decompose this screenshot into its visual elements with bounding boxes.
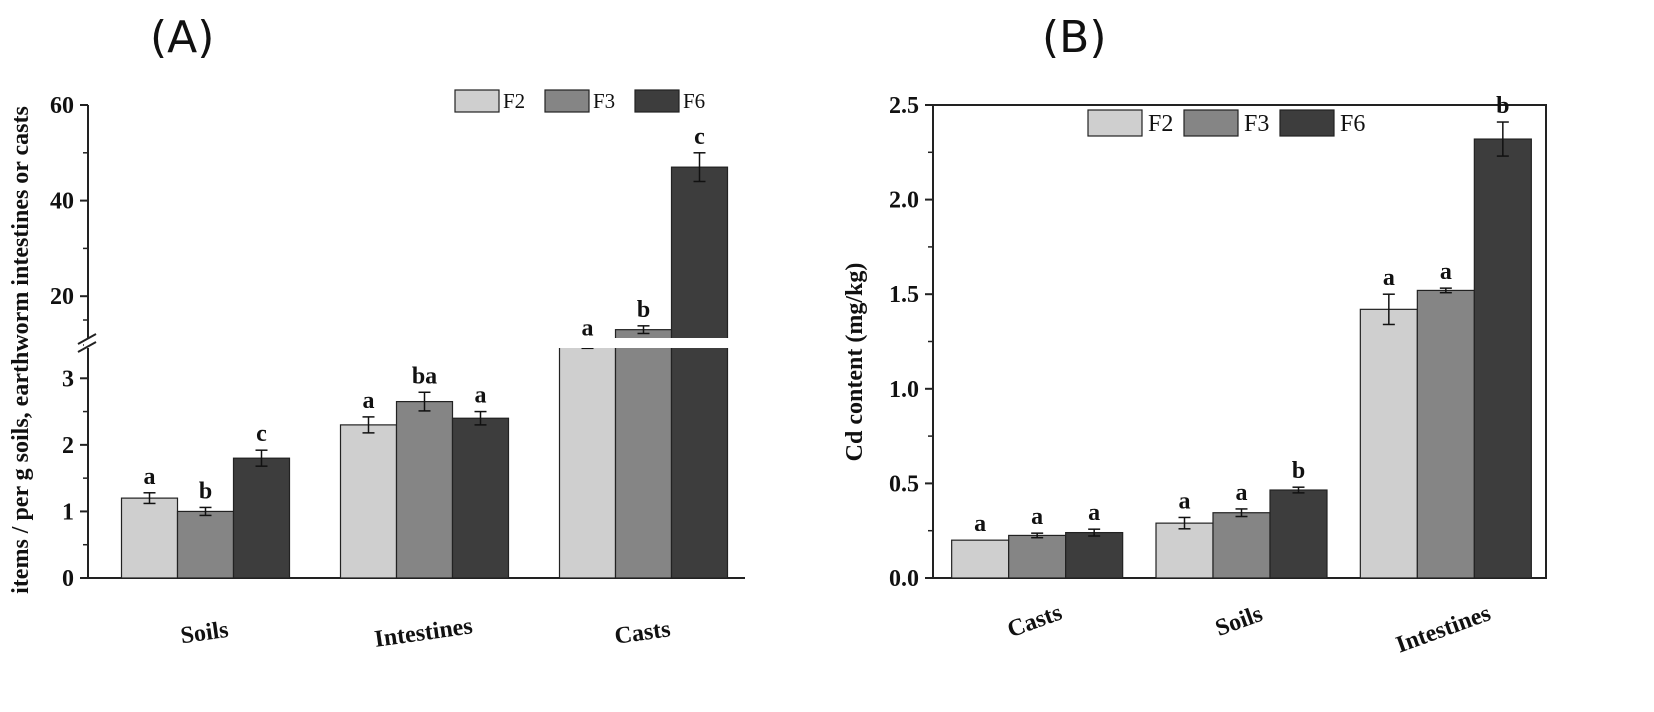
legend-swatch-b-f2 bbox=[1087, 109, 1143, 137]
category-label-b-soils: Soils bbox=[1212, 601, 1266, 642]
category-label-b-casts: Casts bbox=[1004, 600, 1066, 644]
bar-b-intestines-f2 bbox=[1359, 308, 1418, 579]
legend-swatch-b-f3 bbox=[1183, 109, 1239, 137]
legend-label-a-f3: F3 bbox=[593, 89, 615, 113]
sig-label-a-intestines-f2: a bbox=[363, 388, 375, 414]
bar-a-casts-f3 bbox=[614, 329, 673, 579]
y-tick-label-a-1: 1 bbox=[62, 499, 74, 525]
legend-swatch-a-f6 bbox=[634, 89, 680, 113]
legend-label-b-f2: F2 bbox=[1148, 111, 1173, 137]
y-tick-label-b-1-0: 1.0 bbox=[889, 377, 919, 403]
y-tick-label-a-0: 0 bbox=[62, 566, 74, 592]
y-tick-label-b-1-5: 1.5 bbox=[889, 282, 919, 308]
bar-a-casts-f6 bbox=[670, 166, 729, 579]
axis-break-gap-a bbox=[84, 338, 92, 348]
sig-label-a-casts-f2: a bbox=[582, 315, 594, 341]
bar-b-soils-f3 bbox=[1212, 512, 1271, 579]
y-tick-label-a-3: 3 bbox=[62, 366, 74, 392]
sig-label-a-casts-f3: b bbox=[637, 297, 650, 323]
category-label-b-intestines: Intestines bbox=[1393, 600, 1495, 658]
axis-break-mark-a bbox=[77, 341, 97, 353]
y-axis-label-a: items / per g soils, earthworm intestine… bbox=[8, 106, 34, 594]
bar-a-intestines-f6 bbox=[451, 417, 510, 579]
legend-swatch-b-f6 bbox=[1279, 109, 1335, 137]
bar-a-soils-f3 bbox=[176, 510, 235, 579]
bar-b-casts-f6 bbox=[1065, 531, 1124, 579]
y-tick-label-a-20: 20 bbox=[50, 284, 74, 310]
y-tick-label-a-2: 2 bbox=[62, 433, 74, 459]
bar-b-soils-f6 bbox=[1269, 489, 1328, 579]
sig-label-a-casts-f6: c bbox=[694, 124, 705, 150]
y-tick-label-a-60: 60 bbox=[50, 93, 74, 119]
legend-label-b-f3: F3 bbox=[1244, 111, 1269, 137]
legend-swatch-a-f2 bbox=[454, 89, 500, 113]
bar-a-casts-f2 bbox=[558, 345, 617, 579]
y-tick-label-a-40: 40 bbox=[50, 189, 74, 215]
chart-b: 0.0 0.5 1.0 1.5 2.0 2.5 a a a Casts a a b Soils a a b Int… bbox=[842, 93, 1547, 659]
sig-label-a-intestines-f3: ba bbox=[412, 363, 437, 389]
legend-label-a-f2: F2 bbox=[503, 89, 525, 113]
bar-b-intestines-f3 bbox=[1416, 289, 1475, 579]
bar-b-casts-f2 bbox=[951, 539, 1010, 579]
legend-swatch-a-f3 bbox=[544, 89, 590, 113]
axis-break-mark-a bbox=[77, 333, 97, 345]
bar-a-intestines-f3 bbox=[395, 400, 454, 579]
bar-a-soils-f2 bbox=[120, 497, 179, 579]
category-label-a-soils: Soils bbox=[179, 617, 230, 649]
sig-label-a-intestines-f6: a bbox=[475, 383, 487, 409]
sig-label-b-casts-f3: a bbox=[1031, 504, 1043, 530]
sig-label-b-intestines-f3: a bbox=[1440, 259, 1452, 285]
sig-label-b-soils-f3: a bbox=[1236, 480, 1248, 506]
legend-label-a-f6: F6 bbox=[683, 89, 705, 113]
sig-label-b-intestines-f6: b bbox=[1496, 93, 1509, 119]
bar-b-casts-f3 bbox=[1008, 534, 1067, 579]
axis-break-band-a bbox=[90, 338, 745, 348]
chart-a: 0 1 2 3 20 40 60 a b c Soils a ba a Intestines a b c Casts… bbox=[8, 89, 745, 653]
y-tick-label-b-0-5: 0.5 bbox=[889, 471, 919, 497]
panel-label-b: (B) bbox=[1042, 12, 1107, 63]
sig-label-a-soils-f2: a bbox=[144, 464, 156, 490]
sig-label-b-soils-f6: b bbox=[1292, 458, 1305, 484]
y-tick-label-b-2-5: 2.5 bbox=[889, 93, 919, 119]
y-axis-label-b: Cd content (mg/kg) bbox=[842, 263, 868, 462]
sig-label-b-casts-f2: a bbox=[974, 511, 986, 537]
sig-label-a-soils-f6: c bbox=[256, 421, 267, 447]
bar-b-soils-f2 bbox=[1155, 522, 1214, 579]
sig-label-b-intestines-f2: a bbox=[1383, 265, 1395, 291]
panel-label-a: (A) bbox=[150, 12, 214, 63]
bar-a-intestines-f2 bbox=[339, 424, 398, 579]
y-tick-label-b-2-0: 2.0 bbox=[889, 188, 919, 214]
sig-label-a-soils-f3: b bbox=[199, 478, 212, 504]
legend-label-b-f6: F6 bbox=[1340, 111, 1365, 137]
category-label-a-casts: Casts bbox=[613, 616, 672, 650]
bar-b-intestines-f6 bbox=[1473, 138, 1532, 579]
category-label-a-intestines: Intestines bbox=[373, 613, 474, 652]
sig-label-b-soils-f2: a bbox=[1179, 488, 1191, 514]
bar-a-soils-f6 bbox=[232, 457, 291, 579]
sig-label-b-casts-f6: a bbox=[1088, 500, 1100, 526]
y-tick-label-b-0-0: 0.0 bbox=[889, 566, 919, 592]
